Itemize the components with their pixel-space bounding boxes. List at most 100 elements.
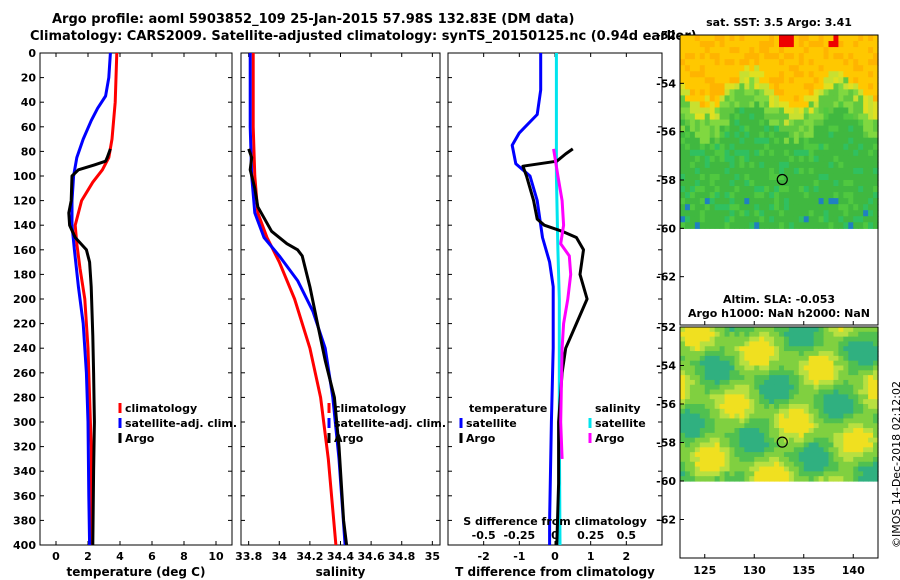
sla_map-cell <box>689 394 696 400</box>
sla_map-cell <box>833 346 839 352</box>
sla_map-cell <box>793 442 800 448</box>
sst_map-cell <box>754 119 760 127</box>
sst_map-cell <box>734 113 740 121</box>
sla_map-cell <box>680 466 686 472</box>
sla_map-cell <box>863 423 869 429</box>
sst_map-cell <box>808 149 815 157</box>
sst_map-cell <box>749 210 755 217</box>
sla_map-cell <box>818 452 825 458</box>
sla_map-cell <box>828 452 835 458</box>
sla_map-cell <box>744 404 750 410</box>
sst_map-cell <box>858 41 864 48</box>
sla_map-cell <box>803 428 810 434</box>
sla_map-cell <box>813 404 820 410</box>
sla_map-cell <box>783 355 790 362</box>
sla_map-cell <box>863 461 869 468</box>
sla_map-cell <box>788 428 795 434</box>
sla_map-cell <box>843 389 849 395</box>
sst_map-cell <box>808 47 815 54</box>
sst_map-cell <box>684 131 691 139</box>
sst_map-cell <box>714 204 721 211</box>
salinity-legend-label-1: satellite-adj. clim. <box>334 417 446 430</box>
sst_map-cell <box>769 198 775 205</box>
sst_map-cell <box>828 198 835 205</box>
sst_map-cell <box>798 173 805 181</box>
sla_map-cell <box>798 394 805 400</box>
sla_map-cell <box>694 384 701 391</box>
sla_map-cell <box>699 379 706 386</box>
sst_map-cell <box>704 95 711 103</box>
sla_map-cell <box>828 355 835 362</box>
sla_map-cell <box>724 437 731 444</box>
sst_map-cell <box>783 119 790 127</box>
sla_map-cell <box>749 327 755 333</box>
sst_map-cell <box>853 47 859 54</box>
sla_map-cell <box>680 437 686 444</box>
sla_map-cell <box>813 442 820 448</box>
sla_map-cell <box>749 408 755 415</box>
sla_map-cell <box>714 327 721 333</box>
sst_map-cell <box>868 198 874 205</box>
sst_map-cell <box>823 71 830 78</box>
sst_map-cell <box>808 65 815 72</box>
sla_map-cell <box>704 437 711 444</box>
sst_map-cell <box>769 143 775 151</box>
sst_map-cell <box>808 83 815 90</box>
sla_map-cell <box>744 384 750 391</box>
sst_map-cell <box>764 83 770 90</box>
sla_map-cell <box>684 413 691 420</box>
sst_map-cell <box>724 180 731 187</box>
sla_map-cell <box>774 384 780 391</box>
depth-tick-label: 80 <box>21 145 37 158</box>
sst_map-cell <box>734 95 740 103</box>
sst_map-cell <box>823 198 830 205</box>
sst_map-cell <box>833 216 839 223</box>
sla_map-cell <box>783 404 790 410</box>
sla_map-cell <box>744 365 750 371</box>
sla_map-cell <box>684 432 691 439</box>
sst_map-cell <box>739 222 745 229</box>
sst_map-cell <box>833 198 839 205</box>
sla_map-cell <box>843 341 849 347</box>
temperature-xtick-label: 8 <box>180 550 188 563</box>
sst_map-cell <box>689 222 696 229</box>
sla_map-cell <box>724 413 731 420</box>
sst_map-cell <box>843 149 849 157</box>
sst_map-cell <box>749 216 755 223</box>
sla_map-cell <box>843 466 849 472</box>
sst_map-cell <box>783 59 790 66</box>
sla_map-cell <box>818 428 825 434</box>
sla_map-cell <box>769 394 775 400</box>
sst_map-cell <box>774 83 780 90</box>
sla_map-cell <box>759 327 765 333</box>
sla_map-cell <box>684 437 691 444</box>
sst_map-cell <box>680 113 686 121</box>
sst_map-cell <box>813 186 820 193</box>
sst_map-cell <box>818 77 825 84</box>
sla_map-cell <box>734 413 740 420</box>
sla_map-cell <box>793 404 800 410</box>
sst_map-cell <box>848 125 854 133</box>
sla_map-cell <box>749 399 755 405</box>
sla_map-cell <box>843 418 849 424</box>
sst_map-cell <box>813 47 820 54</box>
sla_map-cell <box>694 437 701 444</box>
sst_map-cell <box>689 119 696 127</box>
sla_map-cell <box>838 476 844 482</box>
sla_map-cell <box>769 456 775 463</box>
sst_map-cell <box>843 95 849 103</box>
sst_map-cell <box>724 155 731 163</box>
sst_map-cell <box>699 161 706 169</box>
sla_map-cell <box>709 437 716 444</box>
sla_map-cell <box>818 341 825 347</box>
sst_map-cell <box>739 59 745 66</box>
sla_map-cell <box>759 413 765 420</box>
sst_map-cell <box>749 119 755 127</box>
sla_map-cell <box>818 466 825 472</box>
sst_map-cell <box>744 180 750 187</box>
depth-tick-label: 20 <box>21 72 37 85</box>
sla_map-cell <box>793 428 800 434</box>
sla_map-cell <box>848 399 854 405</box>
sst_map-cell <box>863 107 869 115</box>
sla_map-cell <box>729 466 736 472</box>
